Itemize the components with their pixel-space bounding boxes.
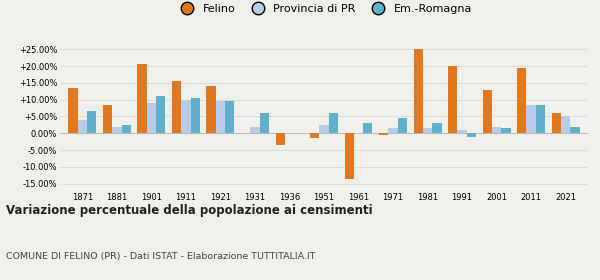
Bar: [432, 123, 442, 133]
Bar: [275, 133, 285, 145]
Bar: [68, 88, 78, 133]
Bar: [260, 113, 269, 133]
Bar: [147, 103, 156, 133]
Bar: [526, 105, 536, 133]
Bar: [250, 127, 260, 133]
Bar: [398, 118, 407, 133]
Bar: [492, 127, 501, 133]
Bar: [344, 133, 354, 179]
Bar: [216, 101, 225, 133]
Bar: [181, 100, 191, 133]
Bar: [137, 64, 147, 133]
Bar: [423, 128, 432, 133]
Bar: [329, 113, 338, 133]
Bar: [78, 120, 87, 133]
Bar: [388, 128, 398, 133]
Bar: [112, 127, 122, 133]
Bar: [561, 116, 570, 133]
Bar: [87, 111, 97, 133]
Bar: [103, 105, 112, 133]
Bar: [122, 125, 131, 133]
Legend: Felino, Provincia di PR, Em.-Romagna: Felino, Provincia di PR, Em.-Romagna: [172, 0, 476, 18]
Bar: [225, 101, 235, 133]
Bar: [413, 49, 423, 133]
Bar: [319, 125, 329, 133]
Bar: [448, 66, 457, 133]
Bar: [379, 133, 388, 135]
Bar: [517, 68, 526, 133]
Bar: [363, 123, 373, 133]
Bar: [536, 105, 545, 133]
Bar: [457, 130, 467, 133]
Bar: [570, 127, 580, 133]
Bar: [310, 133, 319, 138]
Bar: [482, 90, 492, 133]
Bar: [467, 133, 476, 137]
Bar: [191, 98, 200, 133]
Bar: [156, 96, 166, 133]
Bar: [551, 113, 561, 133]
Bar: [172, 81, 181, 133]
Bar: [501, 128, 511, 133]
Bar: [206, 86, 216, 133]
Text: Variazione percentuale della popolazione ai censimenti: Variazione percentuale della popolazione…: [6, 204, 373, 217]
Text: COMUNE DI FELINO (PR) - Dati ISTAT - Elaborazione TUTTITALIA.IT: COMUNE DI FELINO (PR) - Dati ISTAT - Ela…: [6, 252, 316, 261]
